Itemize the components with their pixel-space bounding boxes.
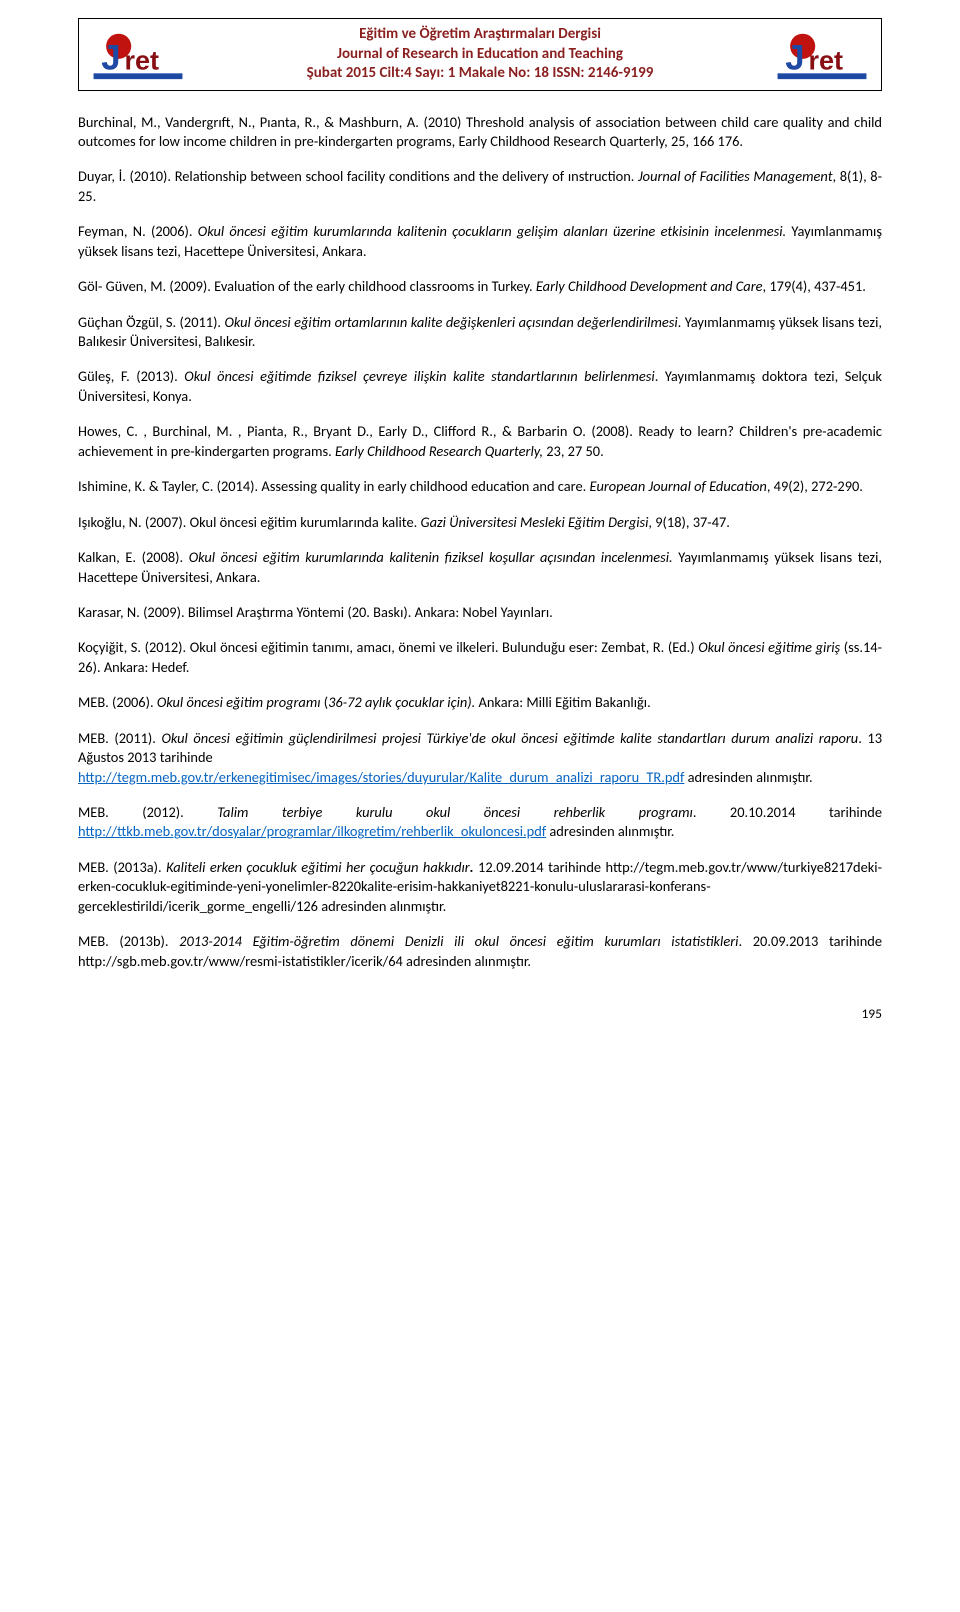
reference-entry: MEB. (2012). Talim terbiye kurulu okul ö…: [78, 803, 882, 842]
journal-header-text: Eğitim ve Öğretim Araştırmaları Dergisi …: [187, 25, 773, 84]
hyperlink[interactable]: http://ttkb.meb.gov.tr/dosyalar/programl…: [78, 822, 546, 840]
journal-logo-left: J ret: [89, 25, 187, 83]
svg-text:J: J: [785, 39, 804, 78]
journal-header-box: J ret Eğitim ve Öğretim Araştırmaları De…: [78, 18, 882, 91]
journal-issue-info: Şubat 2015 Cilt:4 Sayı: 1 Makale No: 18 …: [195, 64, 765, 84]
svg-text:ret: ret: [124, 46, 159, 76]
journal-title-tr: Eğitim ve Öğretim Araştırmaları Dergisi: [195, 25, 765, 45]
reference-entry: MEB. (2011). Okul öncesi eğitimin güçlen…: [78, 729, 882, 787]
page-number: 195: [78, 1005, 882, 1023]
reference-entry: Burchinal, M., Vandergrıft, N., Pıanta, …: [78, 113, 882, 152]
reference-entry: Karasar, N. (2009). Bilimsel Araştırma Y…: [78, 603, 882, 622]
reference-entry: Duyar, İ. (2010). Relationship between s…: [78, 167, 882, 206]
journal-logo-right: J ret: [773, 25, 871, 83]
reference-entry: Koçyiğit, S. (2012). Okul öncesi eğitimi…: [78, 638, 882, 677]
svg-text:ret: ret: [808, 46, 843, 76]
reference-entry: MEB. (2013b). 2013-2014 Eğitim-öğretim d…: [78, 932, 882, 971]
reference-entry: Kalkan, E. (2008). Okul öncesi eğitim ku…: [78, 548, 882, 587]
reference-entry: MEB. (2006). Okul öncesi eğitim programı…: [78, 693, 882, 712]
reference-entry: Ishimine, K. & Tayler, C. (2014). Assess…: [78, 477, 882, 496]
reference-entry: Göl- Güven, M. (2009). Evaluation of the…: [78, 277, 882, 296]
reference-entry: Feyman, N. (2006). Okul öncesi eğitim ku…: [78, 222, 882, 261]
journal-title-en: Journal of Research in Education and Tea…: [195, 45, 765, 65]
hyperlink[interactable]: http://tegm.meb.gov.tr/erkenegitimisec/i…: [78, 768, 684, 786]
references-list: Burchinal, M., Vandergrıft, N., Pıanta, …: [78, 113, 882, 972]
reference-entry: Güçhan Özgül, S. (2011). Okul öncesi eği…: [78, 313, 882, 352]
svg-text:J: J: [101, 39, 120, 78]
reference-entry: Güleş, F. (2013). Okul öncesi eğitimde f…: [78, 367, 882, 406]
reference-entry: Işıkoğlu, N. (2007). Okul öncesi eğitim …: [78, 513, 882, 532]
reference-entry: Howes, C. , Burchinal, M. , Pianta, R., …: [78, 422, 882, 461]
reference-entry: MEB. (2013a). Kaliteli erken çocukluk eğ…: [78, 858, 882, 916]
